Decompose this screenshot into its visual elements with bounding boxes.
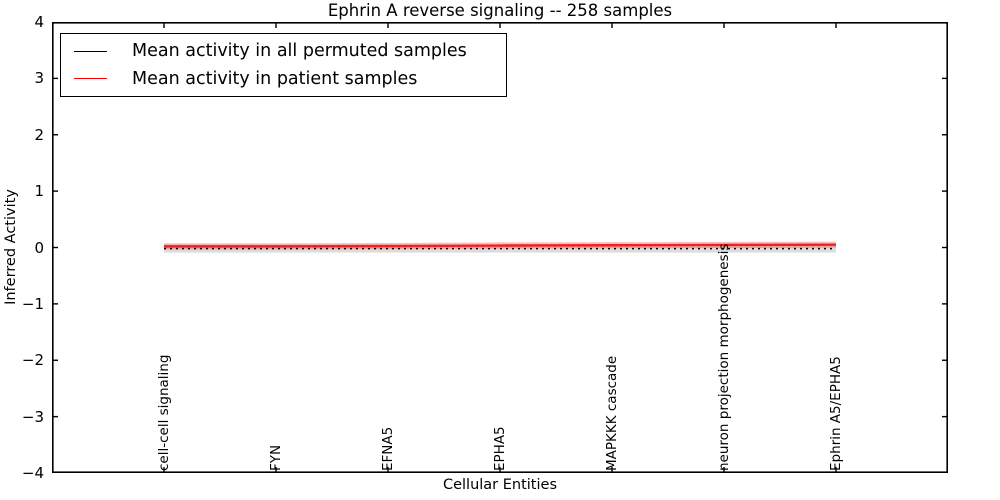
axes-frame — [52, 22, 948, 473]
y-tick-label: 1 — [34, 182, 44, 201]
x-tick-label: MAPKKK cascade — [604, 355, 620, 471]
legend-row-permuted: Mean activity in all permuted samples — [61, 41, 506, 61]
x-tick-label: neuron projection morphogenesis — [716, 243, 732, 471]
patient-mean-line — [164, 243, 837, 248]
y-tick-label: −3 — [21, 407, 44, 426]
y-tick-label: −4 — [21, 464, 44, 482]
x-tick-label: FYN — [268, 444, 284, 471]
y-tick-label: −1 — [21, 294, 44, 313]
permuted-line-swatch — [74, 50, 107, 52]
legend-box: Mean activity in all permuted samples Me… — [60, 33, 507, 97]
x-tick-label: Ephrin A5/EPHA5 — [828, 356, 844, 471]
legend-row-patient: Mean activity in patient samples — [61, 69, 506, 89]
y-tick-label: 2 — [34, 125, 44, 144]
chart-title: Ephrin A reverse signaling -- 258 sample… — [327, 1, 673, 20]
plot-svg — [52, 22, 948, 473]
y-tick-label: 4 — [34, 13, 44, 31]
y-tick-label: 3 — [34, 69, 44, 88]
y-tick-label: 0 — [34, 238, 44, 257]
x-tick-label: EPHA5 — [492, 426, 508, 471]
x-axis-label: Cellular Entities — [442, 477, 558, 493]
x-tick-label: EFNA5 — [380, 426, 396, 471]
plot-area: cell-cell signaling FYN EFNA5 EPHA5 MAPKKK c… — [52, 22, 948, 473]
y-tick-label: −2 — [21, 351, 44, 370]
x-tick-label: cell-cell signaling — [156, 354, 172, 471]
legend-label-permuted: Mean activity in all permuted samples — [132, 41, 467, 62]
patient-line-swatch — [74, 78, 107, 80]
legend-label-patient: Mean activity in patient samples — [132, 68, 418, 89]
